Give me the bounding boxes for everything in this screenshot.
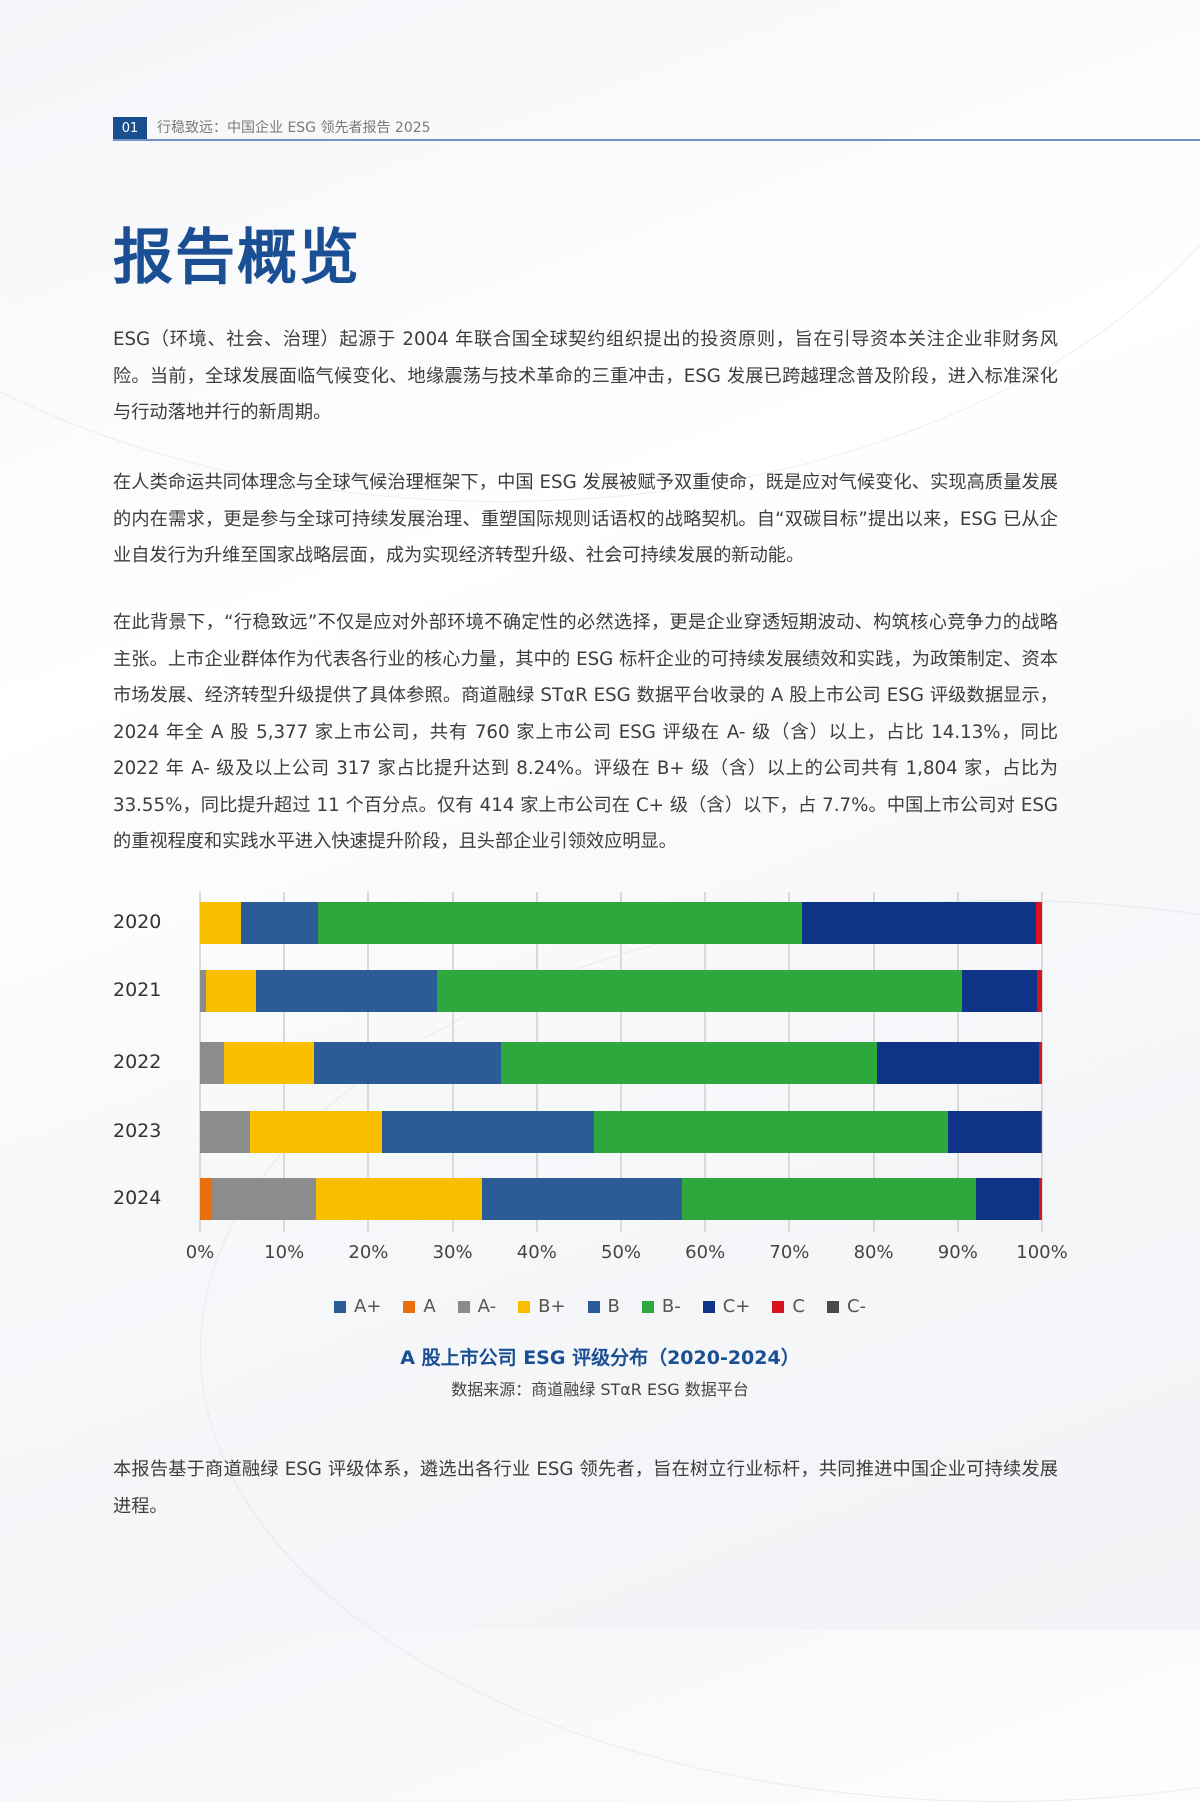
- bar-segment-B+: [316, 1178, 483, 1220]
- chart-title: A 股上市公司 ESG 评级分布（2020-2024）: [400, 1347, 800, 1369]
- page-title: 报告概览: [113, 223, 361, 293]
- paragraph-context: 在人类命运共同体理念与全球气候治理框架下，中国 ESG 发展被赋予双重使命，既是…: [113, 472, 1058, 566]
- bar-segment-C: [1036, 902, 1042, 944]
- x-tick-label: 70%: [769, 1242, 810, 1263]
- x-tick-label: 20%: [348, 1242, 389, 1263]
- y-category-label: 2024: [113, 1187, 162, 1209]
- legend-item: B-: [641, 1296, 681, 1317]
- stacked-bar-2022: [200, 1042, 1042, 1084]
- bar-segment-C+: [876, 1042, 1039, 1084]
- x-tick-label: 40%: [516, 1242, 557, 1263]
- paragraph-intro: ESG（环境、社会、治理）起源于 2004 年联合国全球契约组织提出的投资原则，…: [113, 329, 1058, 423]
- legend-label: A+: [353, 1296, 382, 1317]
- legend-label: B: [607, 1296, 620, 1317]
- bar-segment-C+: [976, 1178, 1039, 1220]
- bar-segment-B: [241, 902, 318, 944]
- legend-item: A: [403, 1296, 436, 1317]
- legend-item: A-: [457, 1296, 497, 1317]
- page-number-badge: 01: [113, 117, 147, 139]
- bar-segment-C+: [802, 902, 1037, 944]
- legend-label: B+: [538, 1296, 566, 1317]
- bar-segment-C: [1041, 1111, 1042, 1153]
- legend-swatch-icon: [518, 1300, 531, 1313]
- legend-swatch-icon: [702, 1300, 715, 1313]
- legend-item: C: [772, 1296, 805, 1317]
- legend-item: C+: [702, 1296, 751, 1317]
- y-category-label: 2022: [113, 1051, 162, 1073]
- stacked-bar-2024: [200, 1178, 1042, 1220]
- legend-label: C-: [846, 1296, 867, 1317]
- y-category-label: 2021: [113, 979, 162, 1001]
- y-category-label: 2023: [113, 1120, 162, 1142]
- bar-segment-B-: [317, 902, 802, 944]
- legend-swatch-icon: [772, 1300, 785, 1313]
- bar-segment-B-: [436, 970, 962, 1012]
- legend-item: B+: [518, 1296, 566, 1317]
- legend-label: C: [792, 1296, 805, 1317]
- report-title: 行稳致远：中国企业 ESG 领先者报告 2025: [157, 120, 431, 136]
- bar-segment-B-: [500, 1042, 877, 1084]
- x-tick-label: 0%: [185, 1242, 215, 1263]
- y-category-label: 2020: [113, 911, 162, 933]
- paragraph-data: 在此背景下，“行稳致远”不仅是应对外部环境不确定性的必然选择，更是企业穿透短期波…: [113, 612, 1058, 852]
- stacked-bar-2023: [200, 1111, 1042, 1153]
- legend-swatch-icon: [333, 1300, 346, 1313]
- legend-label: A-: [477, 1296, 497, 1317]
- legend-swatch-icon: [457, 1300, 470, 1313]
- legend-label: C+: [722, 1296, 751, 1317]
- esg-rating-chart: 0% 10% 20% 30% 40% 50% 60% 70% 80% 90% 100% 2020 202…: [0, 880, 1200, 1280]
- bar-segment-C+: [947, 1111, 1042, 1153]
- bar-segment-C+: [961, 970, 1037, 1012]
- bar-segment-B: [381, 1111, 594, 1153]
- bar-segment-B: [255, 970, 437, 1012]
- bar-segment-A-: [200, 1111, 250, 1153]
- legend-swatch-icon: [587, 1300, 600, 1313]
- paragraph-conclusion: 本报告基于商道融绿 ESG 评级体系，遴选出各行业 ESG 领先者，旨在树立行业…: [113, 1459, 1058, 1517]
- bar-segment-B+: [223, 1042, 314, 1084]
- page-header: 01 行稳致远：中国企业 ESG 领先者报告 2025: [113, 117, 1200, 141]
- x-tick-label: 80%: [853, 1242, 894, 1263]
- bar-segment-B-: [593, 1111, 948, 1153]
- legend-swatch-icon: [826, 1300, 839, 1313]
- bar-segment-B+: [249, 1111, 382, 1153]
- bar-segment-B+: [205, 970, 256, 1012]
- chart-legend: A+ A A- B+ B B- C+ C C-: [0, 1296, 1200, 1317]
- x-tick-label: 10%: [264, 1242, 305, 1263]
- bar-segment-B: [482, 1178, 683, 1220]
- x-tick-label: 50%: [600, 1242, 642, 1263]
- bar-segment-A-: [200, 1042, 224, 1084]
- gridline: [1041, 892, 1043, 1232]
- bar-segment-B-: [682, 1178, 977, 1220]
- x-tick-label: 60%: [685, 1242, 726, 1263]
- x-tick-label: 100%: [1016, 1242, 1068, 1263]
- bar-segment-B+: [200, 902, 242, 944]
- bar-segment-C: [1038, 1042, 1042, 1084]
- x-tick-label: 30%: [432, 1242, 473, 1263]
- x-tick-label: 90%: [937, 1242, 978, 1263]
- chart-source: 数据来源：商道融绿 STαR ESG 数据平台: [451, 1380, 749, 1399]
- bar-segment-C: [1038, 1178, 1042, 1220]
- bar-segment-C: [1036, 970, 1042, 1012]
- legend-item: B: [587, 1296, 620, 1317]
- legend-label: A: [423, 1296, 436, 1317]
- bar-segment-A-: [211, 1178, 317, 1220]
- stacked-bar-2020: [200, 902, 1042, 944]
- legend-label: B-: [661, 1296, 681, 1317]
- legend-item: C-: [826, 1296, 867, 1317]
- bar-segment-A: [200, 1178, 212, 1220]
- stacked-bar-2021: [200, 970, 1042, 1012]
- bar-segment-A-: [200, 970, 206, 1012]
- legend-swatch-icon: [641, 1300, 654, 1313]
- legend-item: A+: [333, 1296, 382, 1317]
- bar-segment-B: [313, 1042, 501, 1084]
- legend-swatch-icon: [403, 1300, 416, 1313]
